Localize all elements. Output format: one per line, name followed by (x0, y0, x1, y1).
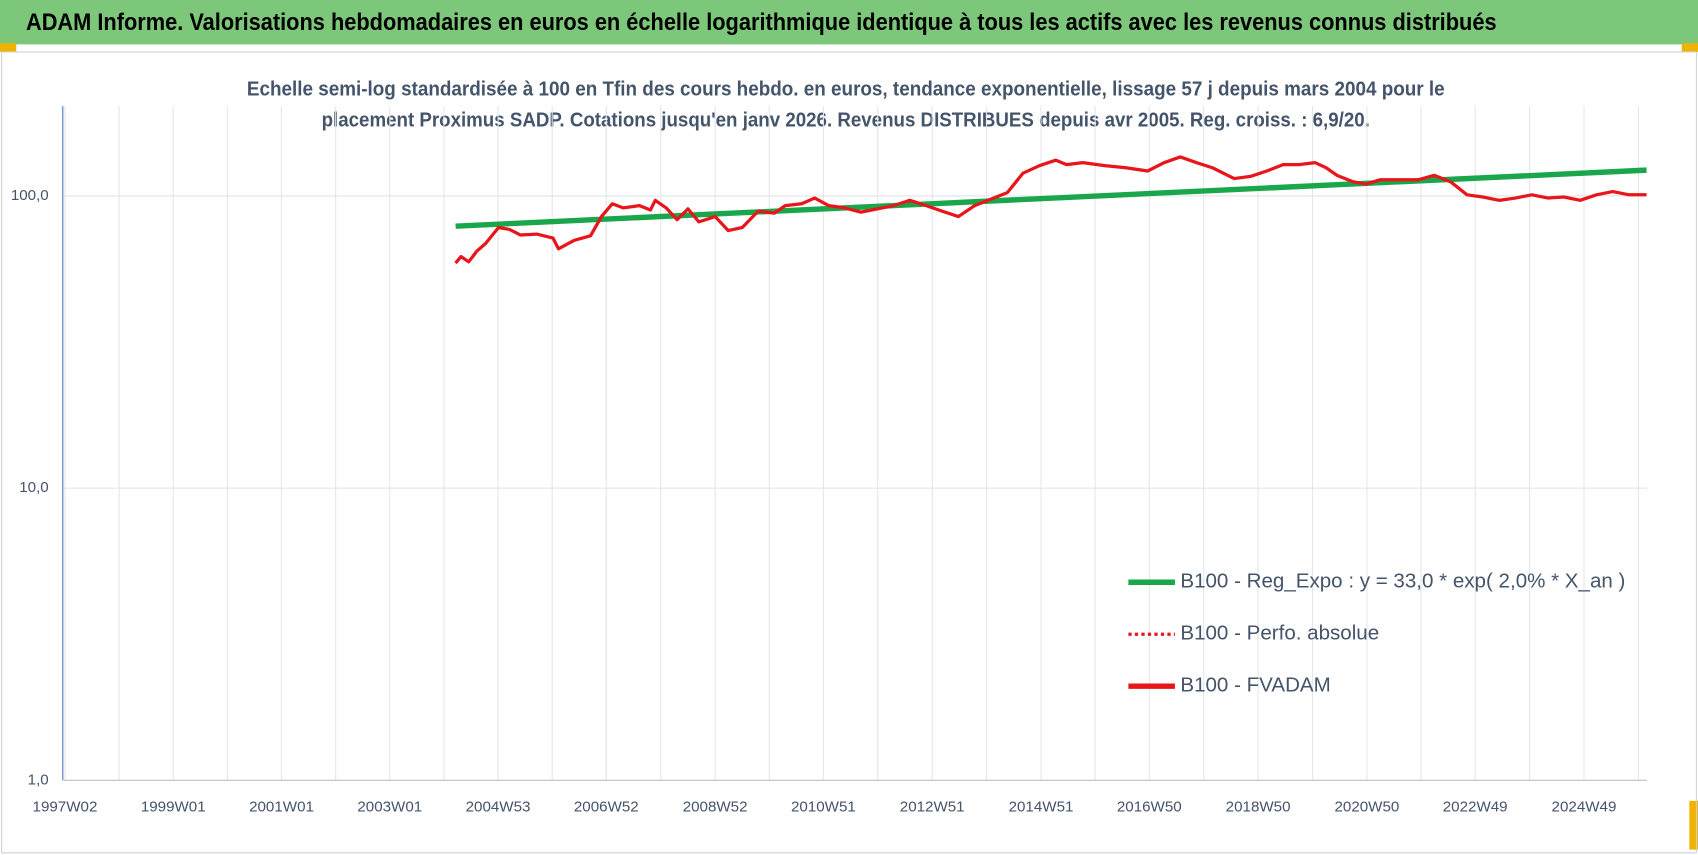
x-tick-label: 2016W50 (1117, 798, 1182, 815)
x-tick-label: 2008W52 (683, 798, 748, 815)
y-tick-label: 10,0 (19, 479, 48, 496)
chart-title: ADAM Informe. Valorisations hebdomadaire… (26, 9, 1497, 36)
chart-subtitle: placement Proximus SADP. Cotations jusqu… (322, 109, 1370, 132)
header-band (0, 0, 1698, 45)
x-tick-label: 2020W50 (1334, 798, 1399, 815)
x-tick-label: 1999W01 (141, 798, 206, 815)
x-tick-label: 2014W51 (1009, 798, 1074, 815)
x-tick-label: 1997W02 (33, 798, 98, 815)
x-tick-label: 2022W49 (1443, 798, 1508, 815)
x-tick-label: 2024W49 (1552, 798, 1617, 815)
line-series (454, 155, 1647, 265)
corner (0, 43, 17, 52)
y-tick-label: 1,0 (28, 771, 49, 788)
x-tick-label: 2012W51 (900, 798, 965, 815)
legend-label: B100 - FVADAM (1180, 674, 1330, 697)
x-tick-label: 2003W01 (357, 798, 422, 815)
corner (1689, 800, 1698, 850)
x-tick-label: 2006W52 (574, 798, 639, 815)
corner (1681, 43, 1698, 52)
chart-subtitle: Echelle semi-log standardisée à 100 en T… (247, 77, 1445, 100)
legend-label: B100 - Reg_Expo : y = 33,0 * exp( 2,0% *… (1180, 570, 1625, 593)
x-tick-label: 2010W51 (791, 798, 856, 815)
x-tick-label: 2001W01 (249, 798, 314, 815)
y-tick-label: 100,0 (11, 187, 49, 204)
x-tick-label: 2018W50 (1226, 798, 1291, 815)
frame (1, 51, 1697, 854)
x-tick-label: 2004W53 (466, 798, 531, 815)
legend-label: B100 - Perfo. absolue (1180, 622, 1379, 645)
